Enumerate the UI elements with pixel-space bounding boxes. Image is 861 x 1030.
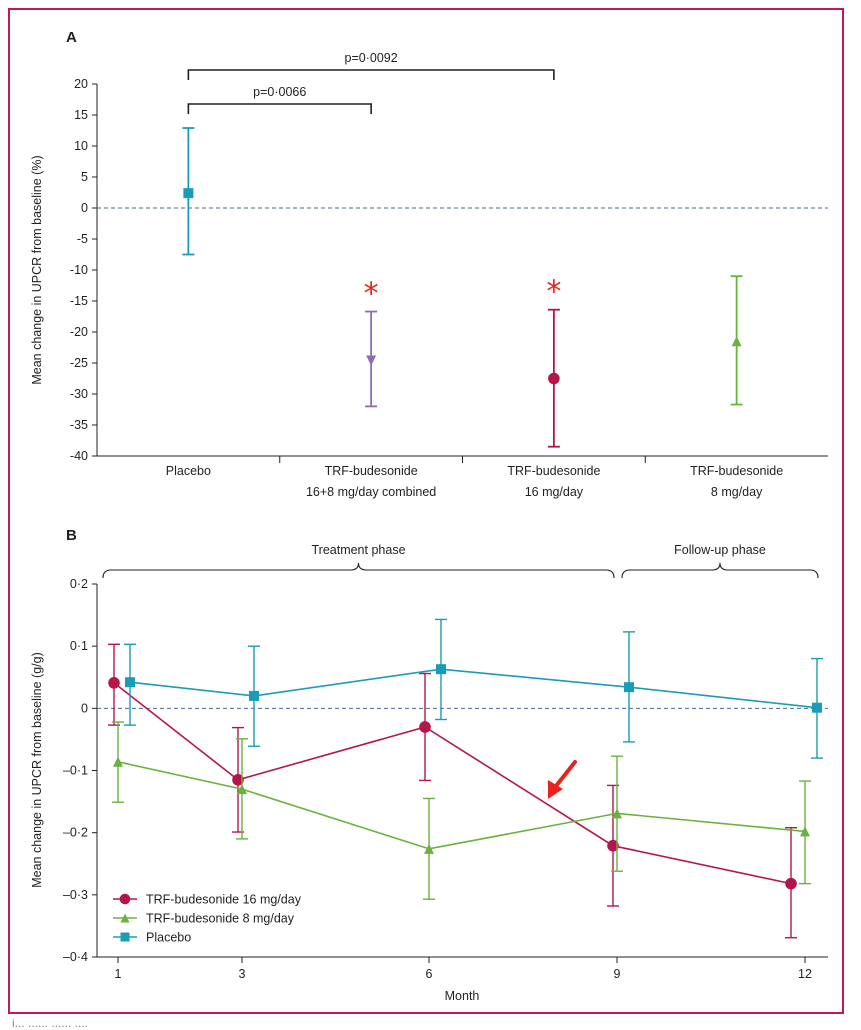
panel-b-y-tick-label: 0·1 bbox=[70, 639, 88, 653]
panel-a-category-label: TRF-budesonide bbox=[690, 464, 783, 478]
panel-a-y-tick-label: -25 bbox=[70, 356, 88, 370]
panel-b-y-tick-label: –0·3 bbox=[63, 888, 88, 902]
panel-a-category-label: 16+8 mg/day combined bbox=[306, 485, 436, 499]
panel-b-x-tick-label: 9 bbox=[614, 967, 621, 981]
panel-a-y-tick-label: 10 bbox=[74, 139, 88, 153]
panel-a-p-value: p=0·0092 bbox=[345, 51, 398, 65]
panel-b-y-axis: 0·2 0·1 0 –0·1 –0·2 –0·3 –0·4 bbox=[63, 577, 98, 964]
panel-b-series-line bbox=[117, 761, 806, 850]
panel-a-p-value: p=0·0066 bbox=[253, 85, 306, 99]
panel-a-category-label: TRF-budesonide bbox=[507, 464, 600, 478]
legend-label: TRF-budesonide 8 mg/day bbox=[146, 912, 295, 926]
panel-a-significance-star: * bbox=[546, 275, 561, 310]
panel-b-point-marker bbox=[424, 843, 434, 854]
panel-b-series-group bbox=[112, 721, 811, 900]
panel-b-y-tick-label: –0·4 bbox=[63, 950, 88, 964]
panel-b-x-tick-label: 12 bbox=[798, 967, 812, 981]
panel-b-y-tick-label: 0·2 bbox=[70, 577, 88, 591]
panel-a-y-tick-label: 20 bbox=[74, 77, 88, 91]
panel-a-comparisons: p=0·0092 p=0·0066 bbox=[187, 51, 555, 114]
panel-a-y-tick-label: -30 bbox=[70, 387, 88, 401]
panel-a-category-label: Placebo bbox=[166, 464, 211, 478]
panel-a-y-tick-label: -5 bbox=[77, 232, 88, 246]
panel-b-y-tick-label: –0·2 bbox=[63, 826, 88, 840]
panel-b-point-marker bbox=[436, 664, 446, 675]
legend-swatch-marker bbox=[120, 913, 130, 923]
panel-a-y-tick-label: -35 bbox=[70, 418, 88, 432]
panel-a-y-tick-label: 15 bbox=[74, 108, 88, 122]
panel-b-point-marker bbox=[237, 784, 247, 795]
panel-b-phases: Treatment phase Follow-up phase bbox=[102, 543, 819, 579]
panel-a-category-label: 16 mg/day bbox=[525, 485, 584, 499]
legend-label: Placebo bbox=[146, 931, 191, 945]
panel-b-x-tick-label: 6 bbox=[426, 967, 433, 981]
panel-a-y-tick-label: -15 bbox=[70, 294, 88, 308]
panel-b-series-group bbox=[124, 618, 823, 759]
panel-a-category-label: TRF-budesonide bbox=[325, 464, 418, 478]
panel-b-letter: B bbox=[66, 527, 77, 544]
panel-a-y-tick-label: 5 bbox=[81, 170, 88, 184]
panel-a-significance-star: * bbox=[364, 277, 379, 312]
panel-b-series-line bbox=[129, 668, 818, 709]
panel-b-x-tick-label: 3 bbox=[239, 967, 246, 981]
panel-b-point-marker bbox=[419, 721, 431, 733]
panel-a-x-axis: Placebo TRF-budesonide 16+8 mg/day combine… bbox=[97, 455, 828, 499]
panel-b-legend: TRF-budesonide 16 mg/day TRF-budesonide 8… bbox=[113, 893, 302, 945]
red-arrow-shaft bbox=[554, 760, 577, 788]
panel-b-point-marker bbox=[108, 677, 120, 689]
panel-a-comparison-bracket bbox=[187, 69, 555, 80]
panel-a-comparison-bracket bbox=[187, 103, 372, 114]
footer-text: i... ...... ...... .... bbox=[12, 1016, 89, 1030]
red-arrow-head bbox=[548, 780, 563, 799]
legend-label: TRF-budesonide 16 mg/day bbox=[146, 893, 302, 907]
panel-a-point-marker bbox=[366, 355, 377, 366]
figure-frame bbox=[8, 8, 844, 1014]
panel-a-category-label: 8 mg/day bbox=[711, 485, 763, 499]
panel-b-point-marker bbox=[812, 702, 822, 713]
panel-a-letter: A bbox=[66, 29, 77, 46]
panel-b-annotation bbox=[548, 760, 577, 799]
panel-b: B Treatment phase Follow-up phase 0·20·10… bbox=[30, 527, 828, 1003]
panel-b-series bbox=[108, 618, 823, 939]
panel-b-point-marker bbox=[113, 756, 123, 767]
panel-b-y-tick-label: –0·1 bbox=[63, 764, 88, 778]
panel-b-phase-brace bbox=[621, 562, 819, 579]
panel-b-phase-label: Treatment phase bbox=[311, 543, 405, 557]
panel-b-x-label: Month bbox=[445, 989, 480, 1003]
panel-a-y-tick-label: 0 bbox=[81, 201, 88, 215]
panel-a-y-label: Mean change in UPCR from baseline (%) bbox=[30, 155, 44, 384]
panel-b-point-marker bbox=[125, 677, 135, 688]
panel-a-y-tick-label: -10 bbox=[70, 263, 88, 277]
panel-a-y-tick-label: -20 bbox=[70, 325, 88, 339]
panel-b-point-marker bbox=[249, 690, 259, 701]
panel-b-phase-brace bbox=[102, 562, 615, 579]
panel-b-point-marker bbox=[800, 826, 810, 837]
panel-a-point-marker bbox=[548, 372, 560, 385]
panel-b-point-marker bbox=[607, 839, 619, 852]
panel-b-y-label: Mean change in UPCR from baseline (g/g) bbox=[30, 652, 44, 888]
panel-a-points: * * bbox=[182, 127, 743, 448]
panel-a-y-axis: 20 15 10 5 0 -5 -10 -15 -20 -25 -30 -35 -40 bbox=[70, 77, 98, 463]
panel-b-phase-label: Follow-up phase bbox=[674, 543, 766, 557]
panel-b-point-marker bbox=[612, 808, 622, 819]
legend-swatch-marker bbox=[120, 932, 130, 942]
panel-b-y-tick-label: 0 bbox=[81, 701, 88, 715]
panel-a-point-marker bbox=[731, 336, 742, 347]
panel-b-series-group bbox=[108, 643, 797, 939]
panel-a-y-tick-label: -40 bbox=[70, 449, 88, 463]
legend-swatch-marker bbox=[119, 893, 131, 905]
panel-b-x-tick-label: 1 bbox=[115, 967, 122, 981]
panel-a: A 20 15 10 5 0 -5 -10 -15 -20 -25 -30 -35 -40 Placeb… bbox=[30, 29, 828, 499]
panel-b-x-axis: 1 3 6 9 12 bbox=[97, 956, 828, 981]
panel-b-point-marker bbox=[785, 877, 797, 890]
panel-b-point-marker bbox=[232, 774, 244, 786]
panel-b-point-marker bbox=[624, 682, 634, 693]
panel-a-point-marker bbox=[183, 188, 194, 199]
